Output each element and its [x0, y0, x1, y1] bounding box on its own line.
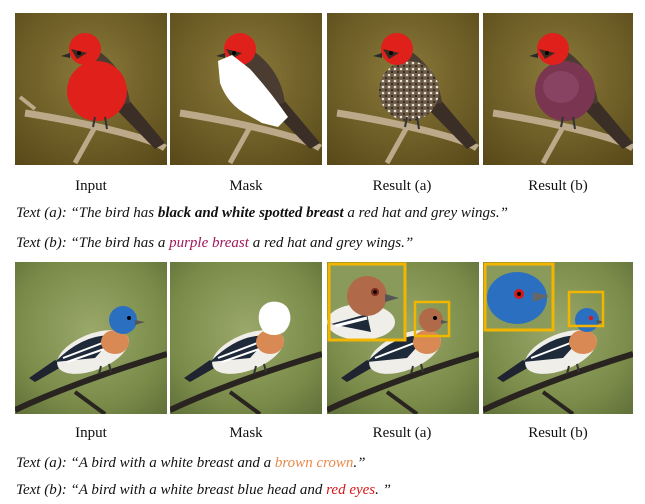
- row2-label-result-b: Result (b): [483, 425, 633, 442]
- caption-rest: . ”: [375, 482, 391, 498]
- caption-highlight: black and white spotted breast: [158, 205, 344, 221]
- caption-prefix: Text (a):: [16, 455, 67, 471]
- row2-mask-image: [170, 262, 322, 414]
- caption-text: “The bird has: [70, 205, 157, 221]
- row2-label-input: Input: [16, 425, 166, 442]
- row1-caption-b: Text (b): “The bird has a purple breast …: [16, 235, 413, 252]
- row2-caption-a: Text (a): “A bird with a white breast an…: [16, 455, 365, 472]
- caption-prefix: Text (b):: [16, 235, 67, 251]
- caption-rest: a red hat and grey wings.”: [249, 235, 413, 251]
- row1-label-mask: Mask: [171, 178, 321, 195]
- row2-label-mask: Mask: [171, 425, 321, 442]
- caption-highlight: red eyes: [326, 482, 375, 498]
- caption-text: “The bird has a: [70, 235, 169, 251]
- row1-input-image: [15, 13, 167, 165]
- row1-result-a-image: [327, 13, 479, 165]
- caption-rest: a red hat and grey wings.”: [344, 205, 508, 221]
- row2-label-result-a: Result (a): [327, 425, 477, 442]
- row1-result-b-image: [483, 13, 633, 165]
- caption-text: “A bird with a white breast blue head an…: [70, 482, 326, 498]
- row1-caption-a: Text (a): “The bird has black and white …: [16, 205, 508, 222]
- row2-caption-b: Text (b): “A bird with a white breast bl…: [16, 482, 391, 499]
- caption-highlight: purple breast: [169, 235, 249, 251]
- row1-label-result-b: Result (b): [483, 178, 633, 195]
- caption-prefix: Text (a):: [16, 205, 67, 221]
- row2-result-b-image: [483, 262, 633, 414]
- row1-mask-image: [170, 13, 322, 165]
- caption-text: “A bird with a white breast and a: [70, 455, 274, 471]
- zoom-inset: [327, 264, 405, 340]
- row2-result-a-image: [327, 262, 479, 414]
- caption-rest: .”: [353, 455, 365, 471]
- row2-input-image: [15, 262, 167, 414]
- row1-label-result-a: Result (a): [327, 178, 477, 195]
- caption-highlight: brown crown: [275, 455, 353, 471]
- row1-label-input: Input: [16, 178, 166, 195]
- caption-prefix: Text (b):: [16, 482, 67, 498]
- zoom-inset: [485, 264, 553, 330]
